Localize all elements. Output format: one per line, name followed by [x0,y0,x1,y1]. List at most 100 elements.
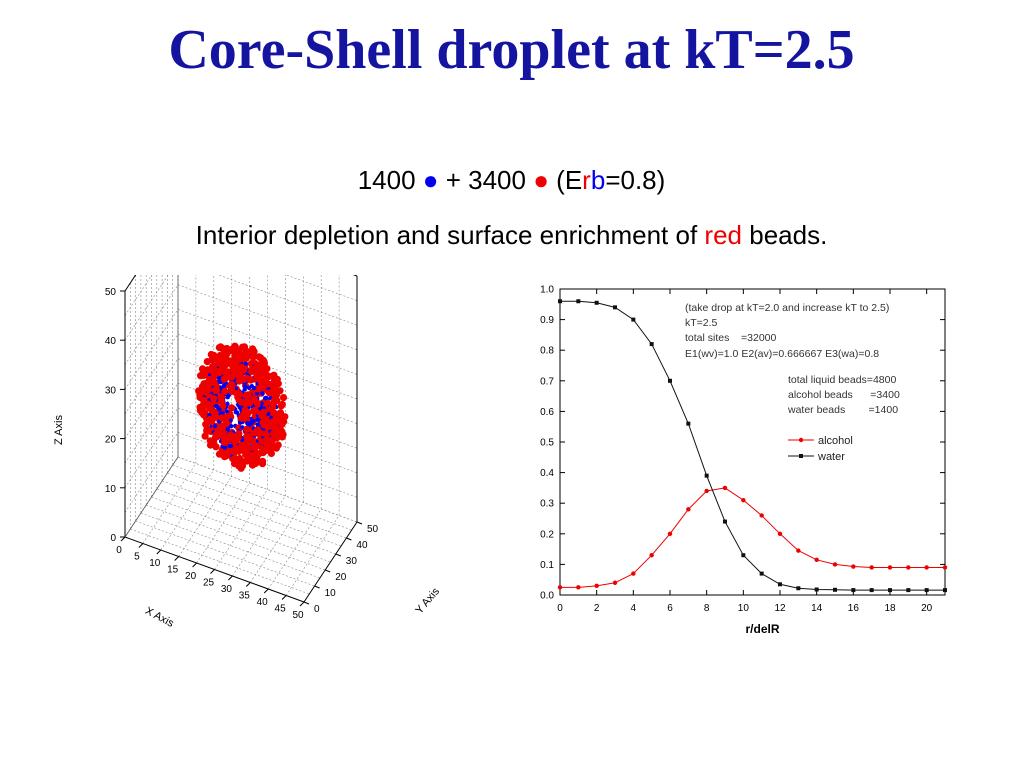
annotation-text: total sites =32000 [685,332,777,344]
alcohol-bead [258,385,266,393]
y-tick-label: 0.4 [540,468,554,479]
x-tick-label: 4 [631,603,637,614]
z-tick-label: 50 [105,287,117,298]
x-tick [245,582,251,587]
water-bead [260,391,265,396]
alcohol-bead [203,426,211,434]
x-tick [174,556,180,561]
data-point-alcohol [777,531,783,536]
alcohol-bead [263,421,271,429]
y-tick-label: 0.6 [540,407,554,418]
data-point-water [558,299,562,304]
water-bead [227,443,232,449]
caption-highlight: red [704,220,742,250]
alcohol-bead [200,411,208,419]
alcohol-bead [262,431,270,439]
axis-edge [124,275,137,292]
data-point-alcohol [759,513,764,518]
legend-label-water: water [817,451,845,463]
water-count: 1400 [357,165,416,195]
param-r: r [582,165,591,195]
alcohol-bead [240,366,248,374]
alcohol-bead [206,404,214,412]
x-tick-label: 0 [116,545,122,556]
annotation-text: (take drop at kT=2.0 and increase kT to … [685,302,889,314]
alcohol-bead [247,376,255,384]
y-tick [356,521,363,525]
alcohol-bead [215,344,223,352]
x-tick-label: 40 [257,597,269,608]
param-rest: =0.8) [605,165,666,195]
annotation-text: water beads =1400 [787,404,898,416]
x-tick-label: 5 [134,552,140,563]
x-tick [228,575,233,581]
water-bead [243,361,249,366]
floor-grid-line [146,504,326,571]
water-bead [216,376,222,381]
x-tick-label: 30 [221,584,233,595]
alcohol-bead [206,437,214,445]
z-axis-label: Z Axis [53,415,65,445]
annotation-text: E1(wv)=1.0 E2(av)=0.666667 E3(wa)=0.8 [685,348,879,360]
data-point-water [851,588,856,593]
water-bead [222,445,228,450]
data-point-alcohol [741,497,746,503]
x-tick-label: 15 [167,565,179,576]
data-point-alcohol [722,485,728,491]
caption-after: beads. [749,220,828,250]
alcohol-bead [240,375,248,384]
alcohol-bead [273,434,281,442]
data-point-alcohol [631,571,636,576]
alcohol-bead [248,365,257,373]
x-tick-label: 6 [667,603,673,614]
alcohol-bead [210,369,218,378]
y-tick-label: 0.1 [540,560,554,571]
param-open: (E [556,165,583,195]
alcohol-dot-icon: ● [533,165,549,195]
alcohol-bead [243,391,251,399]
floor-grid-line [161,480,342,547]
data-point-water [924,588,929,593]
alcohol-bead [210,363,218,371]
alcohol-bead [232,444,241,452]
x-tick-label: 0 [557,603,563,614]
left-wall-grid-line [124,309,179,390]
composition-line: 1400 ● + 3400 ● (Erb=0.8) [0,165,1023,196]
y-tick-label: 0.8 [540,346,554,357]
data-point-water [723,519,727,524]
alcohol-bead [213,433,221,441]
data-point-alcohol [704,488,709,494]
x-tick-label: 50 [292,610,304,621]
y-tick-label: 0.9 [540,315,554,326]
alcohol-bead [272,391,280,399]
alcohol-bead [258,460,267,468]
alcohol-bead [222,419,231,427]
data-point-alcohol [924,565,929,570]
alcohol-bead [219,402,227,410]
alcohol-bead [217,393,225,401]
data-point-alcohol [851,564,856,569]
z-tick-label: 30 [105,385,117,396]
alcohol-bead [260,437,268,446]
alcohol-bead [243,452,251,460]
data-point-water [741,553,746,558]
x-tick [263,588,269,594]
annotation-text: alcohol beads =3400 [788,389,900,401]
alcohol-bead [272,444,280,452]
alcohol-bead [234,393,242,401]
y-tick-label: 0 [314,604,320,615]
alcohol-bead [210,395,218,403]
alcohol-bead [243,425,251,433]
y-axis-label: Y Axis [413,585,442,616]
alcohol-bead [223,373,231,381]
z-tick-label: 10 [105,484,117,495]
alcohol-bead [228,385,236,393]
x-axis-label: r/delR [745,622,779,636]
water-bead [225,426,230,432]
data-point-water [686,421,691,426]
caption-before: Interior depletion and surface enrichmen… [195,220,698,250]
y-tick-label: 40 [356,540,368,551]
data-point-alcohol [869,565,874,570]
alcohol-bead [258,412,266,420]
data-point-water [796,586,801,591]
